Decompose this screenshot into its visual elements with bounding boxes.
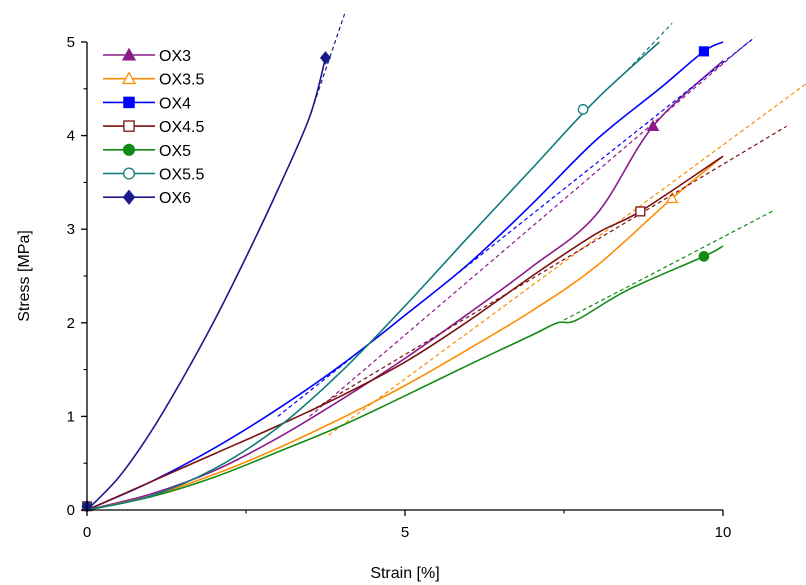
square-marker — [123, 120, 135, 132]
fit-line — [328, 83, 806, 436]
legend-label: OX4 — [159, 95, 191, 112]
series-ox4-5 — [82, 125, 787, 512]
y-axis-title: Stress [MPa] — [16, 230, 33, 322]
legend-entry: OX4.5 — [103, 119, 204, 136]
triangle-marker — [646, 119, 660, 132]
legend-label: OX5.5 — [159, 167, 204, 184]
fit-line — [627, 22, 673, 71]
legend-entry: OX3 — [103, 47, 191, 65]
diamond-marker — [319, 51, 332, 65]
x-tick-label: 5 — [401, 524, 409, 541]
series-line — [86, 155, 724, 511]
fit-line — [309, 125, 787, 413]
legend-label: OX3.5 — [159, 72, 204, 89]
legend-entry: OX4 — [103, 95, 191, 112]
diamond-marker — [122, 189, 136, 205]
square-marker — [698, 46, 709, 57]
y-tick-label: 5 — [67, 34, 75, 51]
legend-entry: OX6 — [103, 189, 191, 207]
x-tick-label: 0 — [83, 524, 91, 541]
legend-label: OX4.5 — [159, 119, 204, 136]
square-marker — [123, 96, 135, 109]
circle-marker — [577, 104, 589, 115]
series-line — [86, 41, 660, 511]
triangle-marker — [665, 191, 679, 204]
plot-layer — [80, 13, 806, 513]
tick-layer: 0 5 10 0 1 2 3 4 5 — [67, 34, 732, 541]
y-tick-label: 1 — [67, 408, 75, 425]
x-tick-label: 10 — [715, 524, 732, 541]
series-line — [86, 57, 327, 511]
circle-marker — [122, 143, 136, 156]
x-axis-title: Strain [%] — [370, 565, 439, 582]
legend-entry: OX3.5 — [103, 71, 204, 89]
legend-label: OX5 — [159, 143, 191, 160]
fit-line — [563, 209, 775, 321]
fit-line — [309, 41, 749, 417]
circle-marker — [698, 251, 710, 262]
series-ox6 — [81, 13, 346, 513]
series-ox3-5 — [80, 83, 806, 511]
legend: OX3 OX3.5 OX4 OX4.5 OX5 OX5.5 OX6 — [103, 47, 204, 207]
y-tick-label: 3 — [67, 221, 75, 238]
series-line — [86, 245, 724, 511]
y-tick-label: 2 — [67, 315, 75, 332]
series-line — [86, 155, 724, 511]
triangle-marker — [121, 47, 137, 61]
y-tick-label: 0 — [67, 502, 75, 519]
square-marker — [635, 206, 646, 217]
circle-marker — [122, 167, 136, 180]
legend-entry: OX5 — [103, 143, 191, 160]
y-tick-label: 4 — [67, 128, 75, 145]
legend-label: OX6 — [159, 190, 191, 207]
legend-label: OX3 — [159, 48, 191, 65]
triangle-marker — [121, 71, 137, 85]
series-line — [86, 41, 724, 511]
legend-entry: OX5.5 — [103, 167, 204, 184]
